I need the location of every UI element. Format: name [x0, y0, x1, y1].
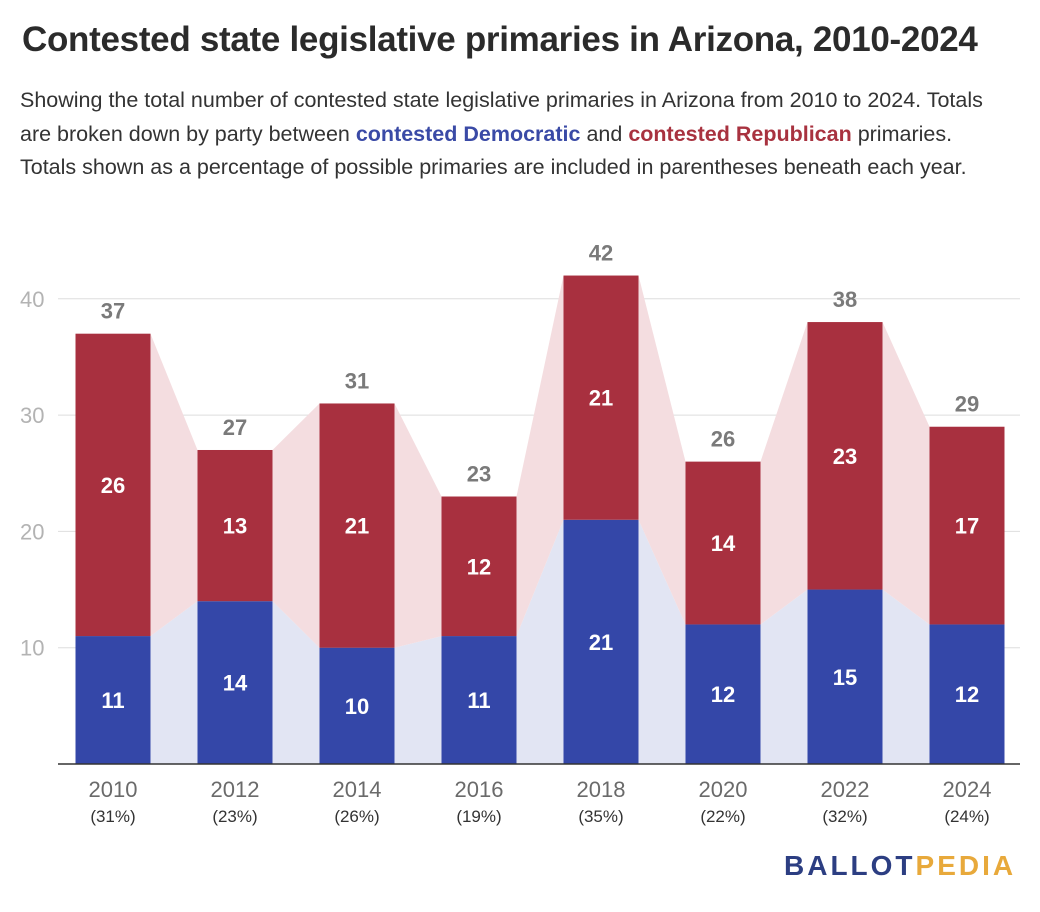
- x-tick-label-2014: 2014: [333, 777, 382, 802]
- x-tick-label-2018: 2018: [577, 777, 626, 802]
- data-label-rep-2010: 26: [101, 473, 125, 498]
- data-label-dem-2022: 15: [833, 665, 857, 690]
- x-tick-label-2022: 2022: [821, 777, 870, 802]
- x-sublabel-2010: (31%): [90, 807, 135, 826]
- logo-part-pedia: PEDIA: [916, 850, 1017, 881]
- total-label-2022: 38: [833, 287, 857, 312]
- x-sublabel-2016: (19%): [456, 807, 501, 826]
- data-label-dem-2010: 11: [101, 688, 124, 713]
- total-label-2016: 23: [467, 462, 491, 487]
- data-label-rep-2014: 21: [345, 514, 369, 539]
- x-tick-label-2010: 2010: [89, 777, 138, 802]
- y-tick-label-40: 40: [20, 287, 44, 312]
- data-label-dem-2014: 10: [345, 694, 369, 719]
- y-tick-label-20: 20: [20, 519, 44, 544]
- data-label-dem-2020: 12: [711, 682, 735, 707]
- data-label-rep-2024: 17: [955, 514, 979, 539]
- y-tick-label-10: 10: [20, 636, 44, 661]
- x-sublabel-2012: (23%): [212, 807, 257, 826]
- x-tick-label-2012: 2012: [211, 777, 260, 802]
- data-label-rep-2018: 21: [589, 386, 613, 411]
- rep-connector-band: [151, 334, 198, 636]
- x-tick-label-2020: 2020: [699, 777, 748, 802]
- total-label-2018: 42: [589, 241, 613, 266]
- data-label-rep-2020: 14: [711, 531, 736, 556]
- data-label-rep-2022: 23: [833, 444, 857, 469]
- total-label-2014: 31: [345, 368, 369, 393]
- data-label-dem-2016: 11: [467, 688, 490, 713]
- x-sublabel-2020: (22%): [700, 807, 745, 826]
- x-tick-label-2024: 2024: [943, 777, 992, 802]
- x-sublabel-2014: (26%): [334, 807, 379, 826]
- data-label-rep-2012: 13: [223, 514, 247, 539]
- y-tick-label-30: 30: [20, 403, 44, 428]
- x-tick-label-2016: 2016: [455, 777, 504, 802]
- x-sublabel-2024: (24%): [944, 807, 989, 826]
- total-label-2012: 27: [223, 415, 247, 440]
- rep-connector-band: [883, 322, 930, 624]
- x-sublabel-2018: (35%): [578, 807, 623, 826]
- ballotpedia-logo: BALLOTPEDIA: [784, 850, 1016, 882]
- rep-connector-band: [761, 322, 808, 624]
- data-label-rep-2016: 12: [467, 554, 491, 579]
- data-label-dem-2024: 12: [955, 682, 979, 707]
- dem-connector-band: [395, 636, 442, 764]
- data-label-dem-2018: 21: [589, 630, 613, 655]
- total-label-2024: 29: [955, 392, 979, 417]
- logo-part-ballot: BALLOT: [784, 850, 916, 881]
- data-label-dem-2012: 14: [223, 671, 248, 696]
- rep-connector-band: [395, 403, 442, 647]
- x-sublabel-2022: (32%): [822, 807, 867, 826]
- total-label-2010: 37: [101, 299, 125, 324]
- total-label-2020: 26: [711, 427, 735, 452]
